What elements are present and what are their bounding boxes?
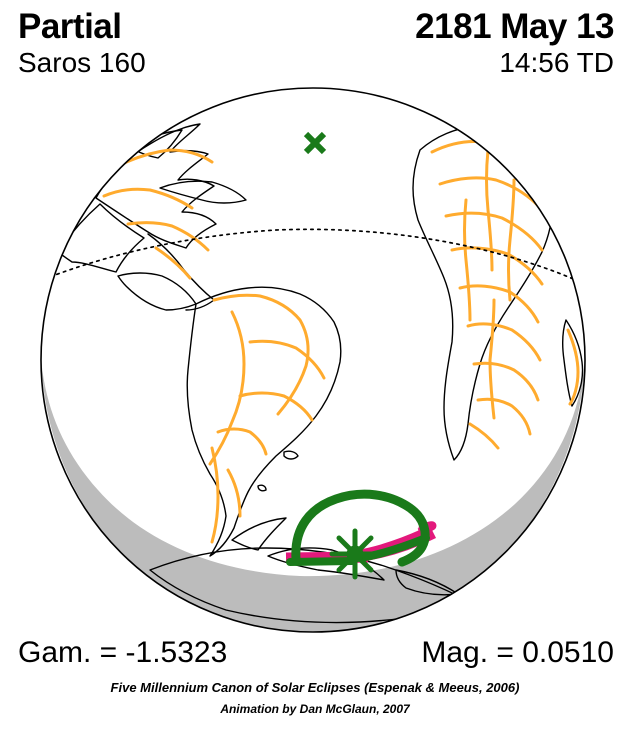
header: Partial Saros 160 2181 May 13 14:56 TD — [0, 0, 630, 86]
globe-outline — [40, 87, 586, 633]
saros-label: Saros 160 — [18, 47, 146, 78]
magnitude-value: Mag. = 0.0510 — [421, 636, 614, 669]
footer: Gam. = -1.5323 Mag. = 0.0510 Five Millen… — [0, 632, 630, 730]
subsolar-point-x-icon — [303, 131, 327, 155]
night-side-region — [41, 358, 585, 632]
globe-container — [40, 87, 586, 633]
eclipse-time-label: 14:56 TD — [499, 47, 614, 78]
eclipse-date-label: 2181 May 13 — [415, 7, 614, 46]
equator-line — [41, 228, 585, 301]
animation-credit: Animation by Dan McGlaun, 2007 — [220, 702, 410, 716]
greatest-eclipse-center-dot — [346, 545, 364, 563]
source-credit: Five Millennium Canon of Solar Eclipses … — [110, 680, 520, 695]
gamma-value: Gam. = -1.5323 — [18, 636, 228, 669]
globe-daylight-disc — [41, 88, 585, 632]
globe-map — [40, 87, 586, 633]
penumbral-limit-arc — [291, 489, 430, 567]
penumbral-limit-lower-left — [286, 557, 356, 566]
penumbral-limit-lower-right — [356, 534, 430, 562]
eclipse-type-label: Partial — [18, 7, 122, 46]
